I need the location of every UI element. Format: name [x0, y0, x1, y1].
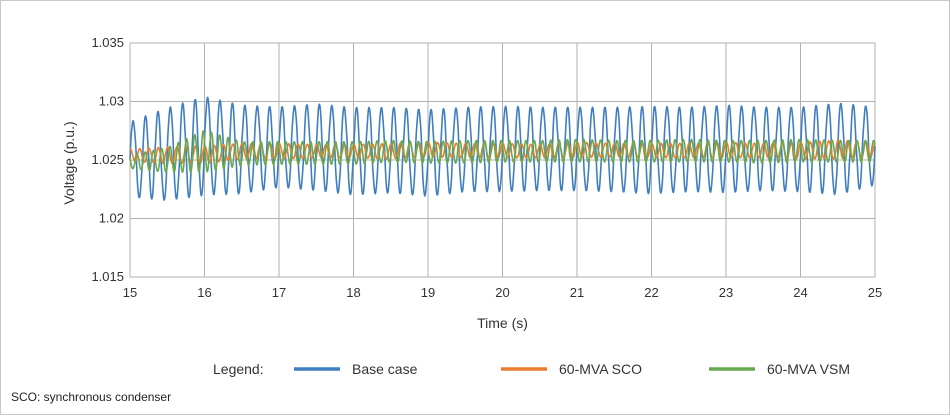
x-tick-label: 23 — [719, 285, 733, 300]
x-tick-label: 17 — [272, 285, 286, 300]
y-axis-title: Voltage (p.u.) — [61, 121, 77, 204]
legend-label: 60-MVA SCO — [559, 361, 642, 377]
legend-label: Base case — [352, 361, 418, 377]
y-tick-label: 1.035 — [91, 35, 124, 50]
x-tick-label: 18 — [346, 285, 360, 300]
legend-title: Legend: — [213, 361, 264, 377]
y-tick-label: 1.03 — [99, 94, 124, 109]
x-tick-label: 16 — [197, 285, 211, 300]
series-line-60-mva-vsm — [129, 130, 876, 174]
x-tick-label: 21 — [570, 285, 584, 300]
x-tick-label: 22 — [644, 285, 658, 300]
y-tick-label: 1.025 — [91, 152, 124, 167]
y-tick-label: 1.02 — [99, 211, 124, 226]
x-tick-label: 24 — [793, 285, 807, 300]
footnote: SCO: synchronous condenser — [11, 390, 172, 404]
x-axis-title: Time (s) — [477, 315, 528, 331]
x-tick-label: 20 — [495, 285, 509, 300]
legend-label: 60-MVA VSM — [767, 361, 850, 377]
x-tick-label: 15 — [123, 285, 137, 300]
x-tick-label: 25 — [868, 285, 882, 300]
y-tick-label: 1.015 — [91, 269, 124, 284]
x-tick-label: 19 — [421, 285, 435, 300]
